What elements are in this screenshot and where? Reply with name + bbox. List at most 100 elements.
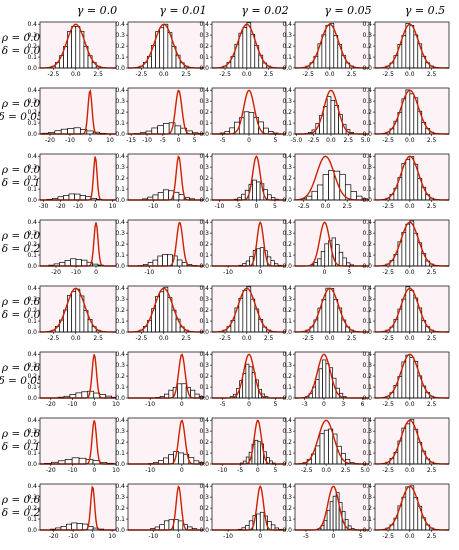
histogram-bar — [86, 130, 94, 135]
y-tick-label: 0.1 — [199, 318, 209, 325]
histogram-bar — [259, 511, 265, 531]
panel-frame — [211, 153, 287, 201]
y-tick-label: 0.1 — [362, 54, 372, 61]
histogram-bar — [243, 111, 250, 135]
panel-frame — [39, 21, 117, 69]
panel-frame — [127, 285, 205, 333]
x-tick-label: 2.5 — [347, 335, 357, 342]
y-tick-label: 0.4 — [115, 483, 125, 490]
y-tick-label: 0.3 — [362, 164, 372, 171]
x-tick-label: -2.5 — [382, 71, 394, 78]
y-tick-label: 0.0 — [282, 395, 292, 402]
panel-r2-c3: 0.4 0.3 0.2 0.1 0.0 -5 0 5 — [199, 87, 287, 144]
y-tick-label: 0.0 — [199, 65, 209, 72]
y-tick-label: 0.4 — [199, 87, 209, 94]
histogram-bar — [75, 392, 83, 399]
column-header: γ = 0.0 — [77, 4, 117, 17]
y-tick-label: 0.3 — [362, 32, 372, 39]
y-tick-label: 0.2 — [199, 241, 209, 248]
panel-frame — [39, 483, 117, 531]
panel-frame — [374, 483, 450, 531]
x-tick-label: 0 — [258, 533, 262, 540]
y-tick-label: 0.1 — [115, 450, 125, 457]
y-tick-label: 0.1 — [115, 318, 125, 325]
x-tick-label: 2.5 — [342, 203, 352, 210]
histogram-bar — [81, 259, 88, 267]
x-tick-label: -2.5 — [382, 335, 394, 342]
x-tick-label: 2.5 — [427, 203, 437, 210]
y-tick-label: 0.1 — [199, 54, 209, 61]
histogram-bar — [323, 520, 328, 531]
y-tick-label: 0.2 — [27, 439, 37, 446]
y-tick-label: 0.4 — [282, 219, 292, 226]
x-tick-label: 5 — [193, 137, 197, 144]
panel-r8-c2: 0.4 0.3 0.2 0.1 0.0 -10 0 — [115, 483, 205, 540]
y-tick-label: 0.3 — [199, 494, 209, 501]
histogram-bar — [350, 191, 357, 201]
x-tick-label: -10 — [214, 203, 224, 210]
histogram-bar — [173, 191, 180, 201]
panel-background — [128, 418, 204, 464]
x-tick-label: 5 — [347, 269, 351, 276]
y-tick-label: 0.2 — [115, 505, 125, 512]
histogram-bar — [323, 429, 329, 465]
density-curve — [294, 287, 369, 333]
y-tick-label: 0.0 — [362, 527, 372, 534]
x-tick-label: 5 — [359, 533, 363, 540]
histogram-bar — [163, 457, 169, 465]
panel-r5-c2: 0.4 0.3 0.2 0.1 0.0 -2.5 0.0 2.5 — [115, 285, 205, 342]
y-tick-label: 0.3 — [199, 428, 209, 435]
y-tick-label: 0.2 — [115, 109, 125, 116]
y-tick-label: 0.1 — [362, 186, 372, 193]
histogram-bar — [163, 23, 169, 69]
panel-r1-c1: 0.4 0.3 0.2 0.1 0.0 -2.5 0.0 2.5 — [27, 21, 117, 78]
y-tick-label: 0.4 — [362, 87, 372, 94]
y-tick-label: 0.0 — [362, 329, 372, 336]
histogram-bar — [259, 247, 265, 267]
x-tick-label: 0 — [92, 401, 96, 408]
histogram-bar — [65, 523, 73, 531]
histogram-bar — [157, 192, 164, 201]
histogram-bar — [76, 523, 83, 531]
y-tick-label: 0.2 — [115, 43, 125, 50]
y-tick-label: 0.0 — [27, 329, 37, 336]
y-tick-label: 0.2 — [282, 439, 292, 446]
panel-r1-c2: 0.4 0.3 0.2 0.1 0.0 -2.5 0.0 2.5 — [115, 21, 205, 78]
y-tick-label: 0.1 — [115, 384, 125, 391]
histogram-bar — [325, 287, 331, 333]
y-tick-label: 0.1 — [27, 516, 37, 523]
histogram-bar — [177, 520, 184, 531]
y-tick-label: 0.4 — [115, 21, 125, 28]
panel-r6-c3: 0.4 0.3 0.2 0.1 0.0 -5 0 5 — [199, 351, 287, 408]
panel-frame — [374, 153, 450, 201]
histogram-bar — [75, 26, 81, 69]
panel-r6-c4: 0.4 0.3 0.2 0.1 0.0 -3 0 3 6 — [282, 351, 370, 408]
x-tick-label: 0 — [178, 269, 182, 276]
x-tick-label: 2.5 — [264, 335, 274, 342]
y-tick-label: 0.0 — [282, 527, 292, 534]
histogram-bar — [159, 27, 165, 69]
histogram-bar — [318, 368, 323, 399]
y-tick-label: 0.3 — [27, 32, 37, 39]
row-label-delta: δ = 0.05 — [0, 111, 44, 123]
histogram-bar — [413, 34, 419, 69]
y-tick-label: 0.4 — [282, 417, 292, 424]
y-tick-label: 0.3 — [282, 164, 292, 171]
y-tick-label: 0.2 — [282, 241, 292, 248]
y-tick-label: 0.2 — [27, 43, 37, 50]
y-tick-label: 0.3 — [199, 32, 209, 39]
row-label-delta: δ = 0.05 — [0, 375, 44, 387]
x-tick-label: 2.5 — [427, 269, 437, 276]
x-tick-label: -15 — [126, 137, 136, 144]
y-tick-label: 0.4 — [27, 417, 37, 424]
x-tick-label: -2.5 — [382, 137, 394, 144]
y-tick-label: 0.2 — [282, 109, 292, 116]
y-tick-label: 0.4 — [362, 483, 372, 490]
y-tick-label: 0.2 — [115, 373, 125, 380]
x-tick-label: 0 — [177, 533, 181, 540]
y-tick-label: 0.3 — [115, 494, 125, 501]
y-tick-label: 0.0 — [362, 65, 372, 72]
y-tick-label: 0.3 — [115, 98, 125, 105]
y-tick-label: 0.4 — [27, 285, 37, 292]
x-tick-label: 2.5 — [347, 71, 357, 78]
